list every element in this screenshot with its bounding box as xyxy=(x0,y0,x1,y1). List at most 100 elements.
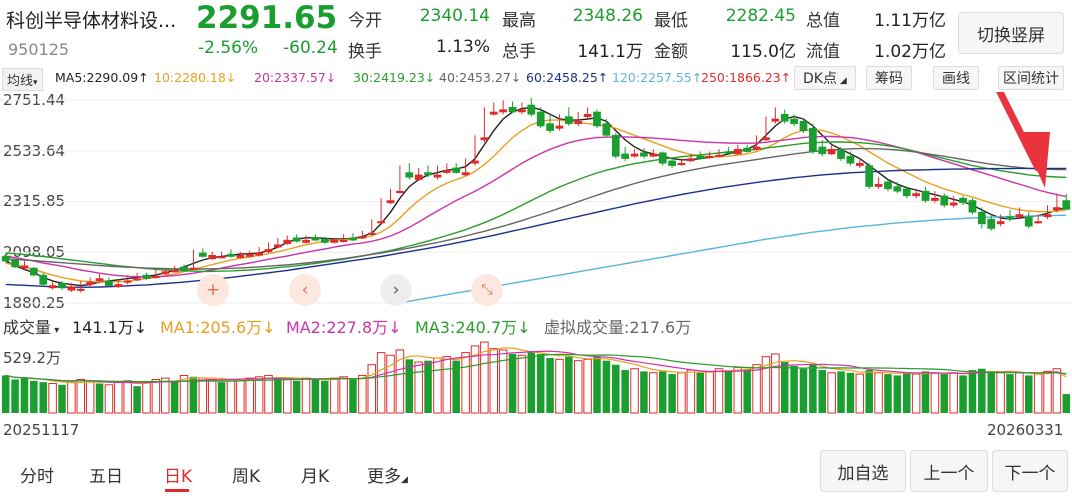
chevron-right-icon[interactable]: › xyxy=(380,274,412,306)
candle-body xyxy=(959,197,967,204)
tab-0[interactable]: 分时 xyxy=(20,467,54,487)
candle-body xyxy=(527,104,536,115)
candle-body xyxy=(564,116,573,124)
volume-legend-item: MA3:240.7万↓ xyxy=(415,318,531,337)
ma-line-ma40 xyxy=(5,147,1067,270)
volume-selector-label: 成交量 xyxy=(3,318,52,337)
volume-bar xyxy=(114,381,123,414)
tab-3[interactable]: 周K xyxy=(232,467,261,487)
volume-bar xyxy=(978,368,986,413)
tab-5[interactable]: 更多◢ xyxy=(367,467,408,487)
volume-bar xyxy=(536,353,545,413)
candle-body xyxy=(442,169,451,173)
ma-legend-item: 120:2257.55↑ xyxy=(612,70,703,85)
dropdown-icon: ◢ xyxy=(836,76,847,86)
volume-bar xyxy=(142,381,151,414)
volume-bar xyxy=(170,380,179,413)
volume-bar xyxy=(226,380,236,414)
candle-body xyxy=(931,197,939,201)
volume-bar xyxy=(1062,394,1071,413)
more-arrow-icon: ◢ xyxy=(401,475,408,485)
candle-body xyxy=(771,118,780,122)
volume-bar xyxy=(780,362,789,413)
volume-bar xyxy=(658,371,667,413)
volume-bar xyxy=(686,369,696,414)
candle-body xyxy=(583,114,592,117)
candle-body xyxy=(649,153,658,157)
candle-body xyxy=(855,162,864,166)
stat-label: 总值 xyxy=(806,11,840,31)
volume-bar xyxy=(733,366,743,414)
volume-selector[interactable]: 成交量 ▾ xyxy=(3,314,59,338)
candle-body xyxy=(687,158,695,162)
candle-body xyxy=(912,193,920,197)
candle-body xyxy=(940,195,949,206)
volume-bar xyxy=(771,353,780,414)
stat-label: 最高 xyxy=(502,11,536,31)
volume-bar xyxy=(724,370,733,413)
prev-stock-button[interactable]: 上一个 xyxy=(910,450,988,492)
switch-portrait-button[interactable]: 切换竖屏 xyxy=(958,12,1064,54)
candle-body xyxy=(1043,214,1052,218)
chevron-left-icon[interactable]: ‹ xyxy=(289,274,321,306)
candle-body xyxy=(555,125,564,129)
dk-point-label: DK点 xyxy=(803,71,837,87)
volume-bar xyxy=(649,372,658,414)
tab-2[interactable]: 日K xyxy=(164,467,193,487)
volume-bar xyxy=(236,378,245,414)
candle-body xyxy=(827,148,836,155)
candle-body xyxy=(508,107,517,113)
add-watchlist-button[interactable]: 加自选 xyxy=(820,450,906,492)
active-tab-indicator xyxy=(165,489,189,492)
ma-line-ma60 xyxy=(5,167,1067,288)
candle-body xyxy=(76,288,85,291)
volume-bar xyxy=(20,378,29,413)
volume-bar xyxy=(517,354,527,414)
fullscreen-icon[interactable]: ⤡ xyxy=(471,274,503,306)
candle-body xyxy=(292,237,301,242)
next-stock-button[interactable]: 下一个 xyxy=(992,450,1068,492)
tab-1[interactable]: 五日 xyxy=(89,467,123,487)
candle-body xyxy=(762,137,770,141)
volume-bar xyxy=(1043,370,1052,414)
candle-body xyxy=(611,134,620,157)
volume-bar xyxy=(743,368,751,413)
volume-bar xyxy=(104,384,114,414)
draw-line-button[interactable]: 画线 xyxy=(933,66,979,90)
ma-line-ma20 xyxy=(5,135,1067,278)
candle-body xyxy=(902,188,911,197)
volume-bar xyxy=(301,377,311,414)
candle-body xyxy=(846,155,855,164)
volume-bar xyxy=(714,368,724,414)
candle-body xyxy=(405,172,414,178)
volume-bar xyxy=(874,372,883,414)
volume-bar xyxy=(395,349,405,414)
ma-selector[interactable]: 均线▾ xyxy=(2,68,43,91)
volume-bar xyxy=(207,378,217,414)
zoom-in-icon[interactable]: + xyxy=(197,274,229,306)
volume-bar xyxy=(790,366,798,413)
volume-bar xyxy=(846,372,855,413)
range-stats-button[interactable]: 区间统计 xyxy=(998,66,1064,90)
dropdown-icon: ▾ xyxy=(51,325,60,336)
volume-bar xyxy=(67,381,76,414)
candle-body xyxy=(142,274,151,279)
dk-point-button[interactable]: DK点 ◢ xyxy=(794,66,856,90)
candle-body xyxy=(1034,221,1043,224)
candle-body xyxy=(161,271,170,275)
ma-legend-item: 30:2419.23↓ xyxy=(353,70,436,85)
chip-button[interactable]: 筹码 xyxy=(866,66,912,90)
candle-body xyxy=(640,152,648,157)
volume-bar xyxy=(1006,374,1014,413)
volume-chart[interactable] xyxy=(0,340,1072,415)
candle-body xyxy=(630,153,639,157)
candle-body xyxy=(1006,216,1014,220)
candlestick-chart[interactable] xyxy=(0,92,1072,307)
candle-body xyxy=(780,114,789,122)
volume-bar xyxy=(593,356,601,413)
change-amount: -60.24 xyxy=(283,38,338,58)
candle-body xyxy=(11,259,19,268)
volume-bar xyxy=(217,382,226,413)
tab-4[interactable]: 月K xyxy=(301,467,330,487)
volume-legend-item: MA2:227.8万↓ xyxy=(286,318,402,337)
